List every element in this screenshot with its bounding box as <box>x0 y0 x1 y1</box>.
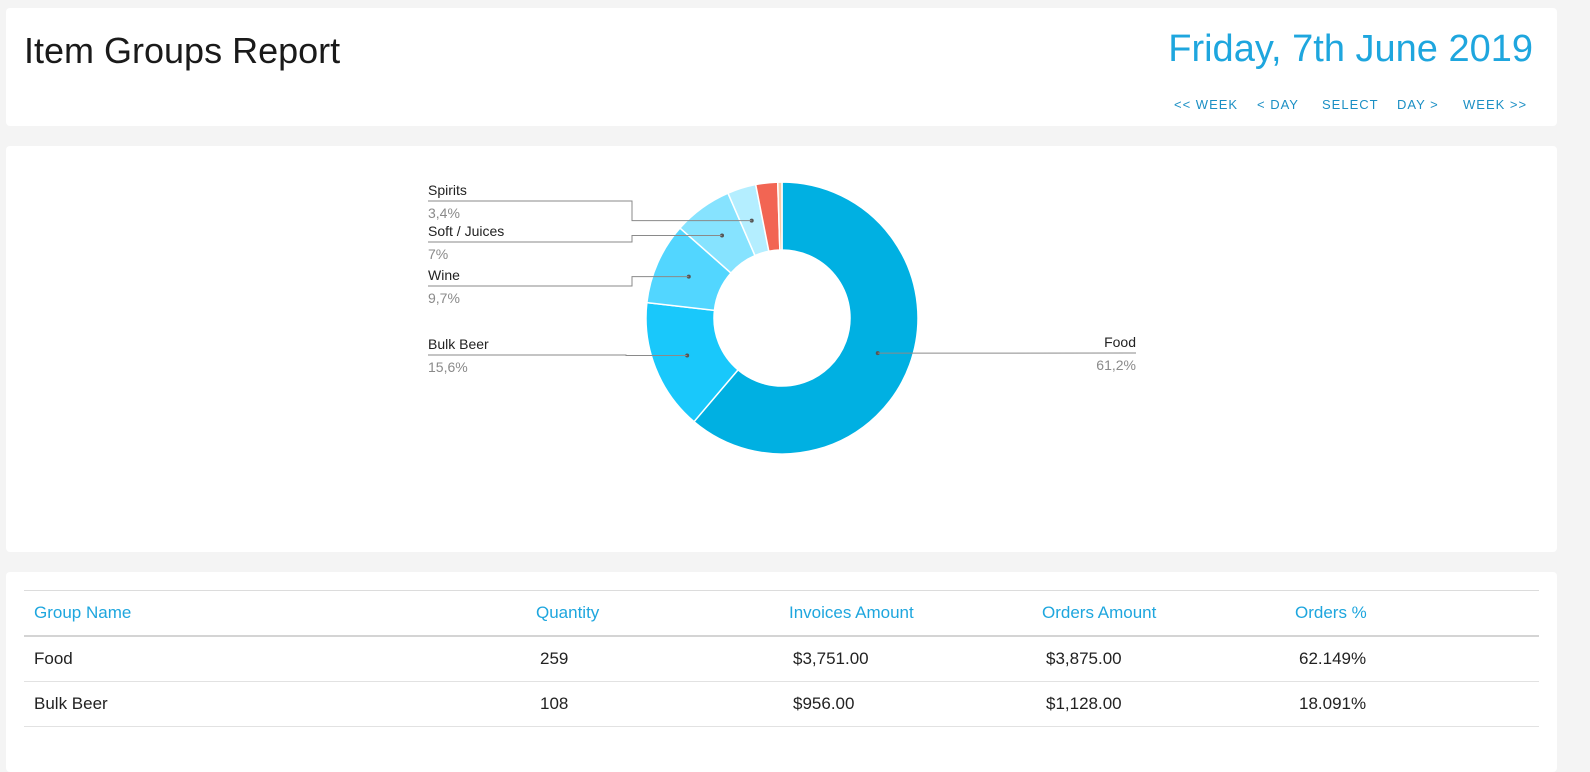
next-day-button[interactable]: DAY > <box>1397 97 1439 112</box>
table-row: Food 259 $3,751.00 $3,875.00 62.149% <box>24 636 1539 682</box>
cell-group-name: Bulk Beer <box>24 682 526 727</box>
table-card: Group Name Quantity Invoices Amount Orde… <box>6 572 1557 772</box>
leader-line-bulk-beer <box>428 355 687 356</box>
column-header-quantity[interactable]: Quantity <box>526 591 779 637</box>
column-header-orders-percent[interactable]: Orders % <box>1285 591 1539 637</box>
slice-label-soft-juices: Soft / Juices <box>428 223 504 239</box>
slice-percent-bulk-beer: 15,6% <box>428 359 468 375</box>
table-row: Bulk Beer 108 $956.00 $1,128.00 18.091% <box>24 682 1539 727</box>
cell-invoices-amount: $3,751.00 <box>779 636 1032 682</box>
slice-label-food: Food <box>1104 334 1136 350</box>
cell-orders-amount: $1,128.00 <box>1032 682 1285 727</box>
prev-week-button[interactable]: << WEEK <box>1174 97 1238 112</box>
slice-label-spirits: Spirits <box>428 182 467 198</box>
report-date: Friday, 7th June 2019 <box>1168 28 1533 71</box>
cell-invoices-amount: $956.00 <box>779 682 1032 727</box>
cell-orders-percent: 18.091% <box>1285 682 1539 727</box>
prev-day-button[interactable]: < DAY <box>1257 97 1299 112</box>
slice-percent-spirits: 3,4% <box>428 205 460 221</box>
chart-card: Food 61,2% Bulk Beer 15,6% Wine 9,7% Soft / Ju… <box>6 146 1557 552</box>
header-card: Item Groups Report Friday, 7th June 2019… <box>6 8 1557 126</box>
column-header-group-name[interactable]: Group Name <box>24 591 526 637</box>
cell-group-name: Food <box>24 636 526 682</box>
next-week-button[interactable]: WEEK >> <box>1463 97 1527 112</box>
slice-percent-wine: 9,7% <box>428 290 460 306</box>
select-date-button[interactable]: SELECT <box>1322 97 1379 112</box>
table-header-row: Group Name Quantity Invoices Amount Orde… <box>24 591 1539 637</box>
slice-label-wine: Wine <box>428 267 460 283</box>
item-groups-table: Group Name Quantity Invoices Amount Orde… <box>24 590 1539 727</box>
cell-orders-amount: $3,875.00 <box>1032 636 1285 682</box>
cell-quantity: 259 <box>526 636 779 682</box>
slice-percent-food: 61,2% <box>1096 357 1136 373</box>
column-header-invoices-amount[interactable]: Invoices Amount <box>779 591 1032 637</box>
page-title: Item Groups Report <box>24 30 340 72</box>
cell-quantity: 108 <box>526 682 779 727</box>
slice-label-bulk-beer: Bulk Beer <box>428 336 489 352</box>
donut-chart: Food 61,2% Bulk Beer 15,6% Wine 9,7% Soft / Ju… <box>6 146 1557 552</box>
cell-orders-percent: 62.149% <box>1285 636 1539 682</box>
column-header-orders-amount[interactable]: Orders Amount <box>1032 591 1285 637</box>
slice-percent-soft-juices: 7% <box>428 246 448 262</box>
